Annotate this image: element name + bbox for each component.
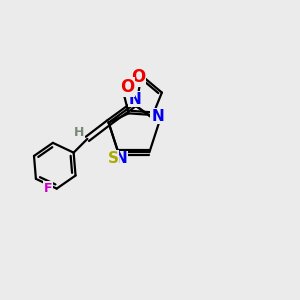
- Text: F: F: [44, 182, 52, 194]
- Text: S: S: [107, 151, 118, 166]
- Text: O: O: [120, 78, 134, 96]
- Text: N: N: [151, 109, 164, 124]
- Text: H: H: [74, 126, 84, 139]
- Text: N: N: [114, 151, 127, 166]
- Text: N: N: [129, 92, 142, 106]
- Text: O: O: [131, 68, 145, 86]
